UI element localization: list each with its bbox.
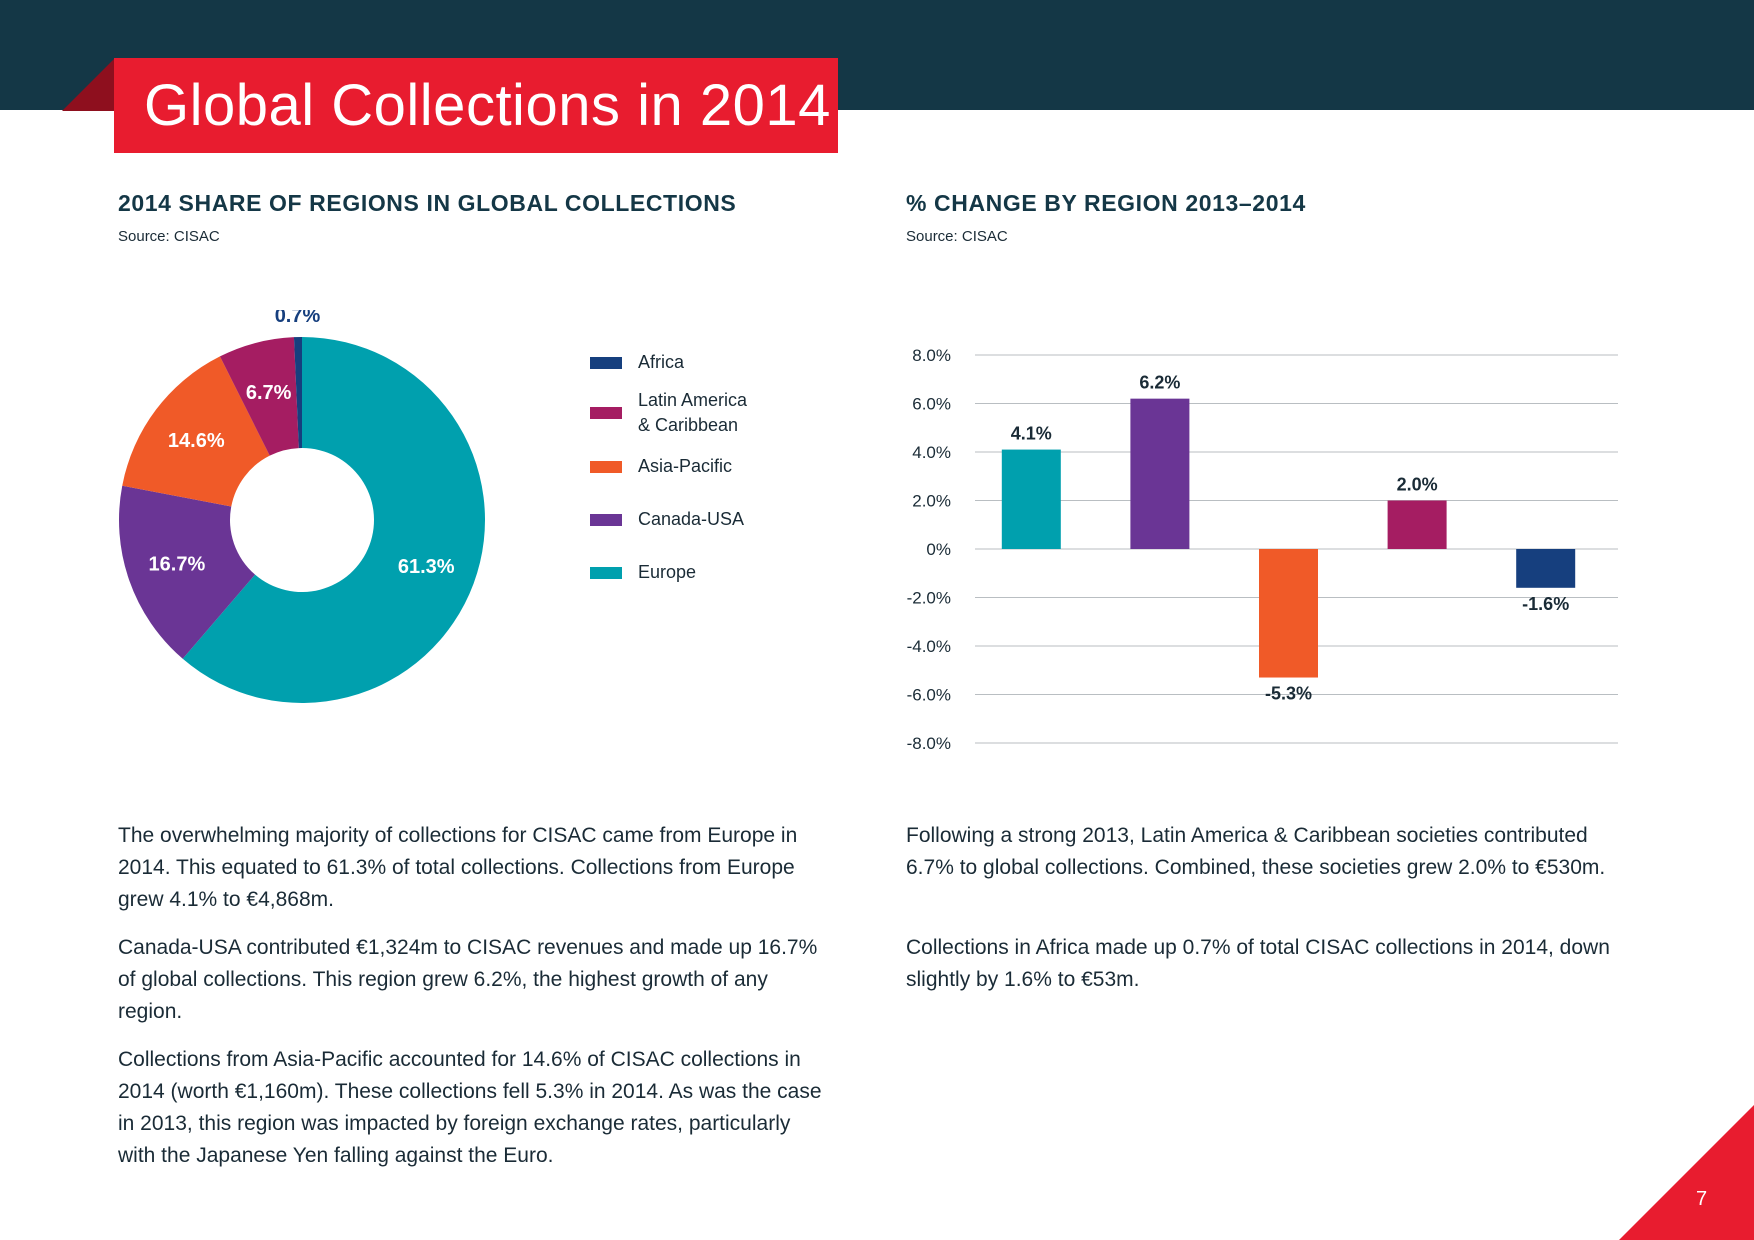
pie-slice-canada-usa [119,485,256,659]
left-paragraph-3: Collections from Asia-Pacific accounted … [118,1048,822,1167]
legend-item-latin-america: Latin America & Caribbean [590,388,747,438]
pie-slice-africa [293,337,302,449]
bar-value-label: 6.2% [1139,373,1180,393]
bar-value-label: 4.1% [1011,424,1052,444]
legend-label: Africa [638,352,685,372]
corner-decoration [1619,1105,1754,1240]
y-tick-label: -6.0% [907,686,951,705]
legend-label: Canada-USA [638,509,745,529]
bar-chart-title: % CHANGE BY REGION 2013–2014 [906,190,1306,216]
legend-item-europe: Europe [590,560,696,585]
share-donut-chart: 61.3% 16.7% 14.6% 6.7% 0.7% [119,310,486,703]
bar-value-label: -1.6% [1522,594,1569,614]
bar-canada-usa [1130,398,1190,549]
pie-slice-asia-pacific [122,356,270,507]
y-tick-label: 6.0% [912,395,951,414]
legend-label: Europe [638,562,697,582]
chart-legend: Africa Latin America & Caribbean Asia-Pa… [590,345,810,595]
pie-slice-label: 61.3% [398,556,455,578]
left-paragraph-1: The overwhelming majority of collections… [118,824,798,911]
legend-swatch [590,513,622,526]
legend-swatch [590,566,622,579]
legend-swatch [590,407,622,419]
y-tick-label: 4.0% [912,443,951,462]
pie-slice-label: 0.7% [275,310,321,327]
change-bar-chart: 8.0% 6.0% 4.0% 2.0% 0% -2.0% -4.0% -6.0% -8.0% 4.… [907,346,1618,753]
left-paragraph-2: Canada-USA contributed €1,324m to CISAC … [118,936,818,1023]
legend-item-africa: Africa [590,350,684,375]
pie-slice-latin-america-caribbean [219,337,299,456]
y-tick-label: 8.0% [912,346,951,365]
bar-africa [1516,549,1576,588]
bar-asia-pacific [1259,549,1318,678]
legend-item-asia-pacific: Asia-Pacific [590,454,732,479]
right-paragraph-1: Following a strong 2013, Latin America &… [906,824,1606,879]
bar-latin-america-caribbean [1387,500,1447,549]
legend-label: Asia-Pacific [638,456,733,476]
pie-slice-label: 6.7% [246,382,292,404]
pie-chart-title: 2014 SHARE OF REGIONS IN GLOBAL COLLECTI… [118,190,737,216]
legend-item-canada-usa: Canada-USA [590,507,744,532]
pie-slice-europe [182,337,486,703]
pie-slice-label: 14.6% [168,430,225,452]
legend-swatch [590,356,622,369]
page-number: 7 [1696,1188,1708,1210]
bar-chart-source: Source: CISAC [906,228,1008,245]
legend-label: Latin America & Caribbean [638,390,748,435]
pie-slice-label: 16.7% [149,554,206,576]
pie-chart-source: Source: CISAC [118,228,220,245]
bar-value-label: 2.0% [1397,475,1438,495]
y-tick-label: -8.0% [907,734,951,753]
right-paragraph-2: Collections in Africa made up 0.7% of to… [906,936,1610,991]
page-title: Global Collections in 2014 [114,58,838,153]
title-fold-decoration [62,59,114,111]
legend-swatch [590,460,622,473]
y-tick-label: 0% [926,540,951,559]
y-tick-label: -2.0% [907,589,951,608]
y-tick-label: 2.0% [912,492,951,511]
bar-europe [1001,449,1061,549]
y-tick-label: -4.0% [907,637,951,656]
bar-value-label: -5.3% [1265,684,1312,704]
